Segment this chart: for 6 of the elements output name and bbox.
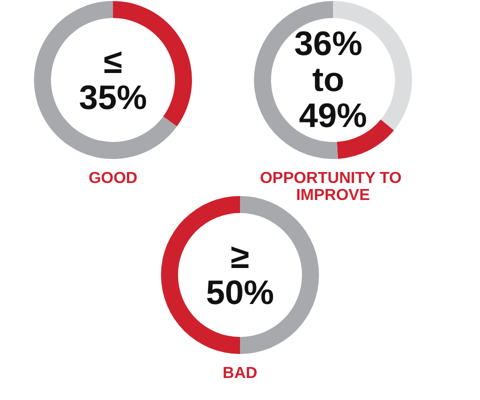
text: GOOD (88, 170, 138, 187)
text: ≥50% (206, 238, 274, 312)
text: BAD (222, 365, 258, 382)
text: ≤35% (78, 43, 148, 117)
text: OPPORTUNITY TO IMPROVE (260, 170, 406, 204)
text: 36% to 49% (294, 25, 372, 135)
